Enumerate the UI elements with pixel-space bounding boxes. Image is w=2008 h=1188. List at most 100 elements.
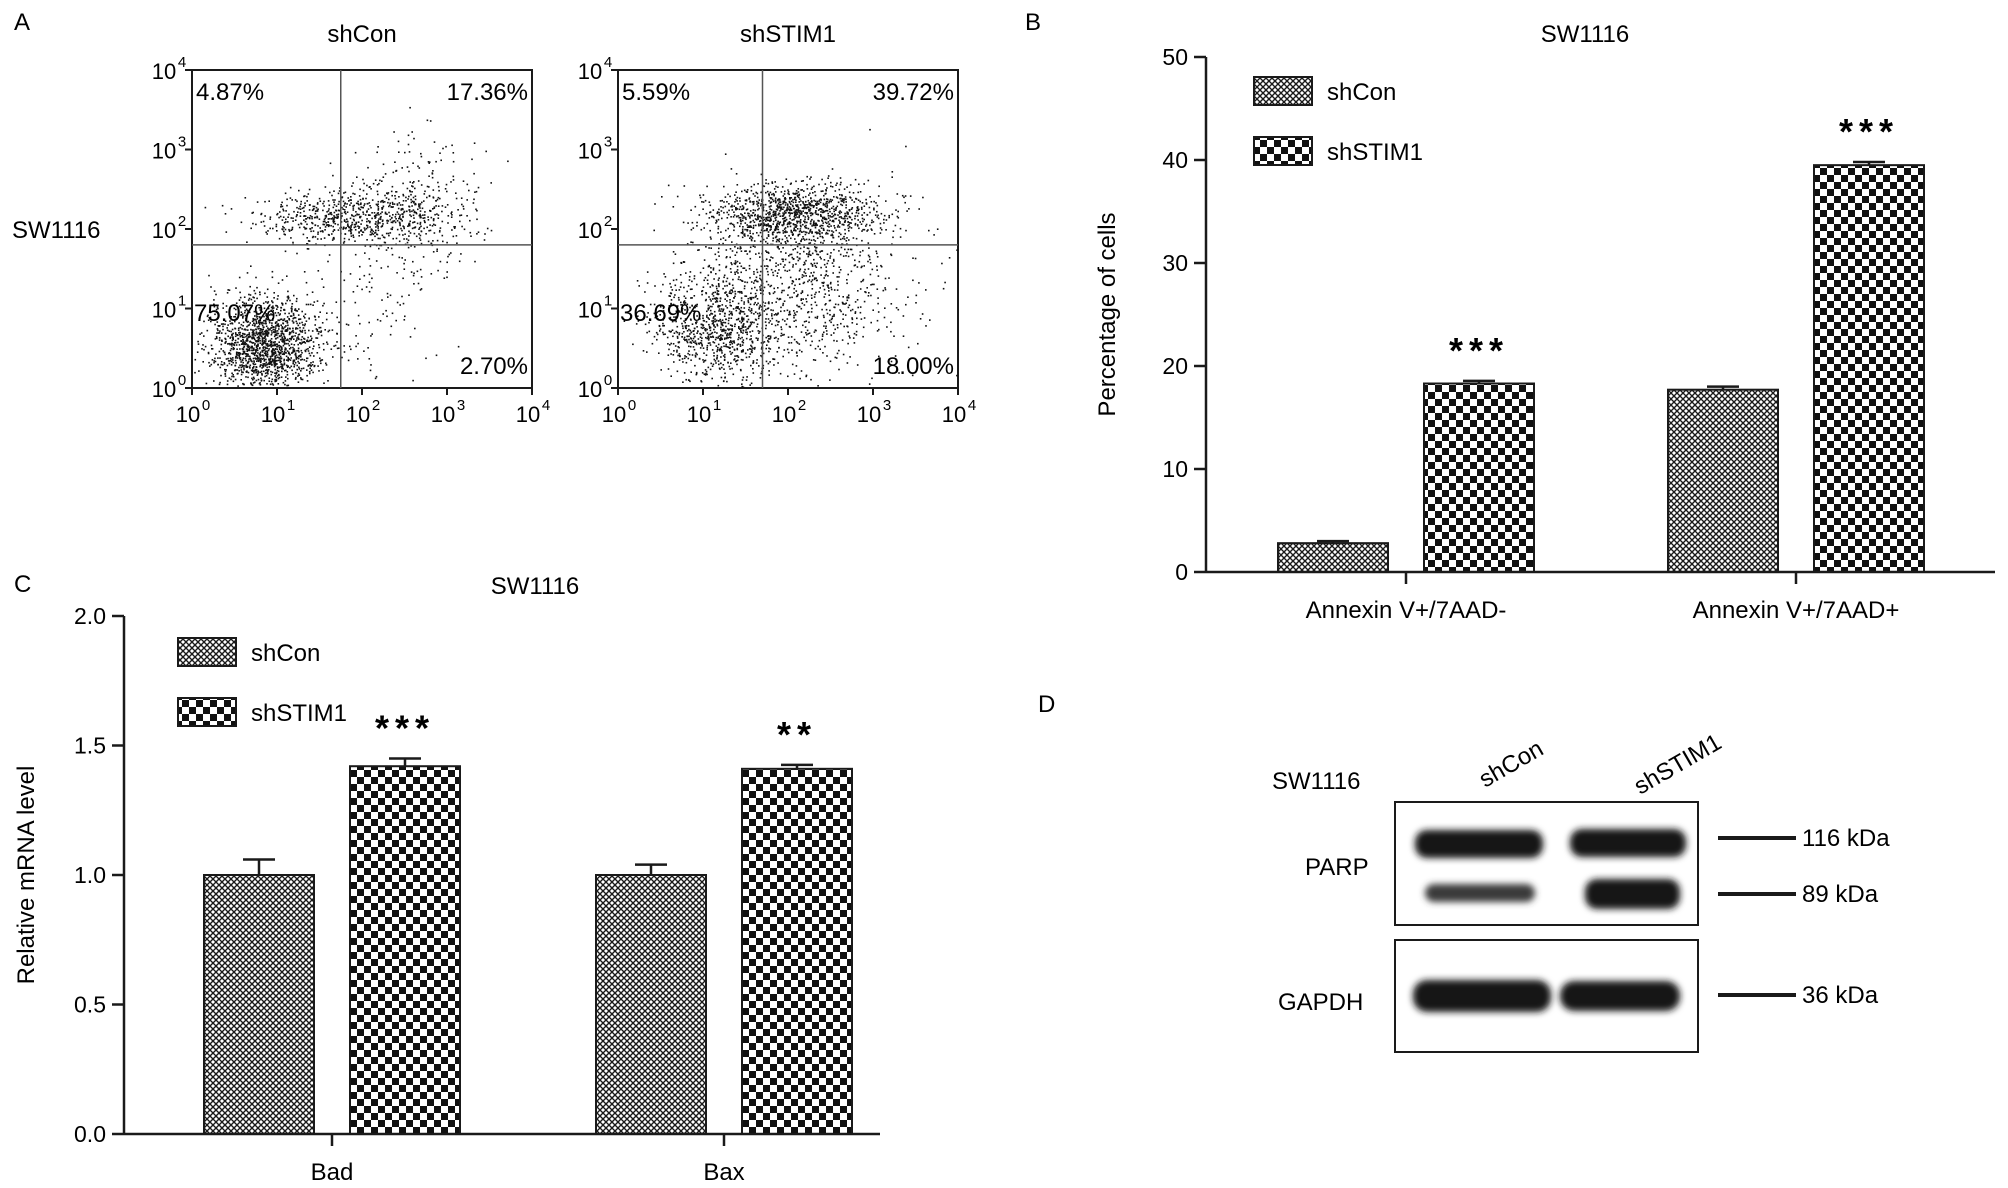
flow-event-dot <box>391 226 394 229</box>
flow-event-dot <box>787 222 789 225</box>
flow-event-dot <box>825 270 828 273</box>
flow-event-dot <box>403 210 406 213</box>
flow-event-dot <box>278 348 281 351</box>
flow-event-dot <box>303 271 306 273</box>
flow-event-dot <box>242 348 245 351</box>
flow-event-dot <box>435 354 438 357</box>
flow-event-dot <box>775 262 777 264</box>
flow-event-dot <box>808 232 810 235</box>
flow-event-dot <box>752 360 755 362</box>
flow-event-dot <box>471 158 473 161</box>
flow-event-dot <box>825 327 827 329</box>
flow-event-dot <box>733 226 736 228</box>
flow-event-dot <box>795 214 797 217</box>
flow-event-dot <box>678 341 681 343</box>
flow-event-dot <box>756 312 759 315</box>
flow-event-dot <box>408 206 411 208</box>
flow-event-dot <box>242 325 244 327</box>
flow-event-dot <box>771 317 774 320</box>
flow-event-dot <box>753 200 755 203</box>
flow-event-dot <box>269 218 271 220</box>
flow-event-dot <box>409 189 411 192</box>
flow-event-dot <box>235 287 237 289</box>
flow-event-dot <box>775 191 777 193</box>
flow-event-dot <box>226 364 229 367</box>
flow-event-dot <box>235 362 237 364</box>
flow-event-dot <box>260 305 262 307</box>
flow-event-dot <box>381 225 383 227</box>
flow-event-dot <box>252 330 254 333</box>
flow-event-dot <box>677 310 680 312</box>
flow-event-dot <box>298 355 300 358</box>
flow-event-dot <box>745 295 748 297</box>
flow-event-dot <box>309 339 311 342</box>
flow-event-dot <box>712 215 714 218</box>
flow-event-dot <box>728 203 730 205</box>
flow-event-dot <box>286 329 289 331</box>
flow-event-dot <box>702 332 705 334</box>
flow-event-dot <box>474 260 476 263</box>
flow-event-dot <box>295 332 297 334</box>
flow-event-dot <box>818 339 821 342</box>
flow-event-dot <box>685 272 687 274</box>
flow-event-dot <box>352 218 355 221</box>
flow-event-dot <box>395 191 397 193</box>
flow-event-dot <box>242 383 245 386</box>
flow-event-dot <box>757 202 760 205</box>
flow-event-dot <box>837 201 840 204</box>
flow-event-dot <box>894 355 897 357</box>
flow-event-dot <box>290 365 293 368</box>
flow-event-dot <box>387 247 389 249</box>
flow-event-dot <box>283 353 285 356</box>
flow-event-dot <box>280 307 283 309</box>
flow-event-dot <box>377 225 379 228</box>
flow-event-dot <box>870 201 873 203</box>
flow-event-dot <box>877 302 879 305</box>
flow-event-dot <box>448 253 451 256</box>
flow-event-dot <box>847 273 849 276</box>
flow-event-dot <box>677 346 679 348</box>
flow-event-dot <box>757 183 759 185</box>
flow-event-dot <box>408 223 411 225</box>
flow-event-dot <box>253 329 255 331</box>
flow-event-dot <box>856 209 858 212</box>
flow-event-dot <box>732 216 735 218</box>
flow-event-dot <box>253 361 255 363</box>
flow-event-dot <box>789 212 792 215</box>
flow-event-dot <box>310 335 312 338</box>
flow-event-dot <box>878 355 880 358</box>
flow-event-dot <box>432 197 435 199</box>
flow-event-dot <box>831 262 834 264</box>
y-tick-exponent: 2 <box>178 213 186 230</box>
flow-event-dot <box>690 319 692 321</box>
flow-event-dot <box>306 237 308 239</box>
flow-event-dot <box>225 311 228 313</box>
flow-event-dot <box>251 337 253 339</box>
flow-event-dot <box>416 270 419 273</box>
flow-event-dot <box>780 207 782 210</box>
flow-event-dot <box>352 209 355 211</box>
flow-event-dot <box>782 208 784 210</box>
flow-event-dot <box>229 343 231 346</box>
flow-event-dot <box>725 337 728 340</box>
flow-event-dot <box>824 204 826 206</box>
flow-event-dot <box>762 364 765 367</box>
flow-event-dot <box>805 298 807 300</box>
flow-event-dot <box>739 291 741 294</box>
flow-event-dot <box>420 288 423 290</box>
flow-event-dot <box>245 329 247 331</box>
flow-event-dot <box>796 204 799 206</box>
flow-event-dot <box>849 184 852 186</box>
flow-event-dot <box>409 106 411 109</box>
flow-event-dot <box>363 227 366 229</box>
flow-event-dot <box>709 326 712 329</box>
flow-event-dot <box>261 358 264 360</box>
flow-event-dot <box>683 300 686 302</box>
flow-event-dot <box>238 332 240 334</box>
flow-event-dot <box>782 218 784 220</box>
flow-event-dot <box>704 369 707 371</box>
flow-event-dot <box>374 235 376 238</box>
flow-event-dot <box>772 223 774 225</box>
flow-event-dot <box>742 341 745 344</box>
flow-event-dot <box>708 327 711 329</box>
